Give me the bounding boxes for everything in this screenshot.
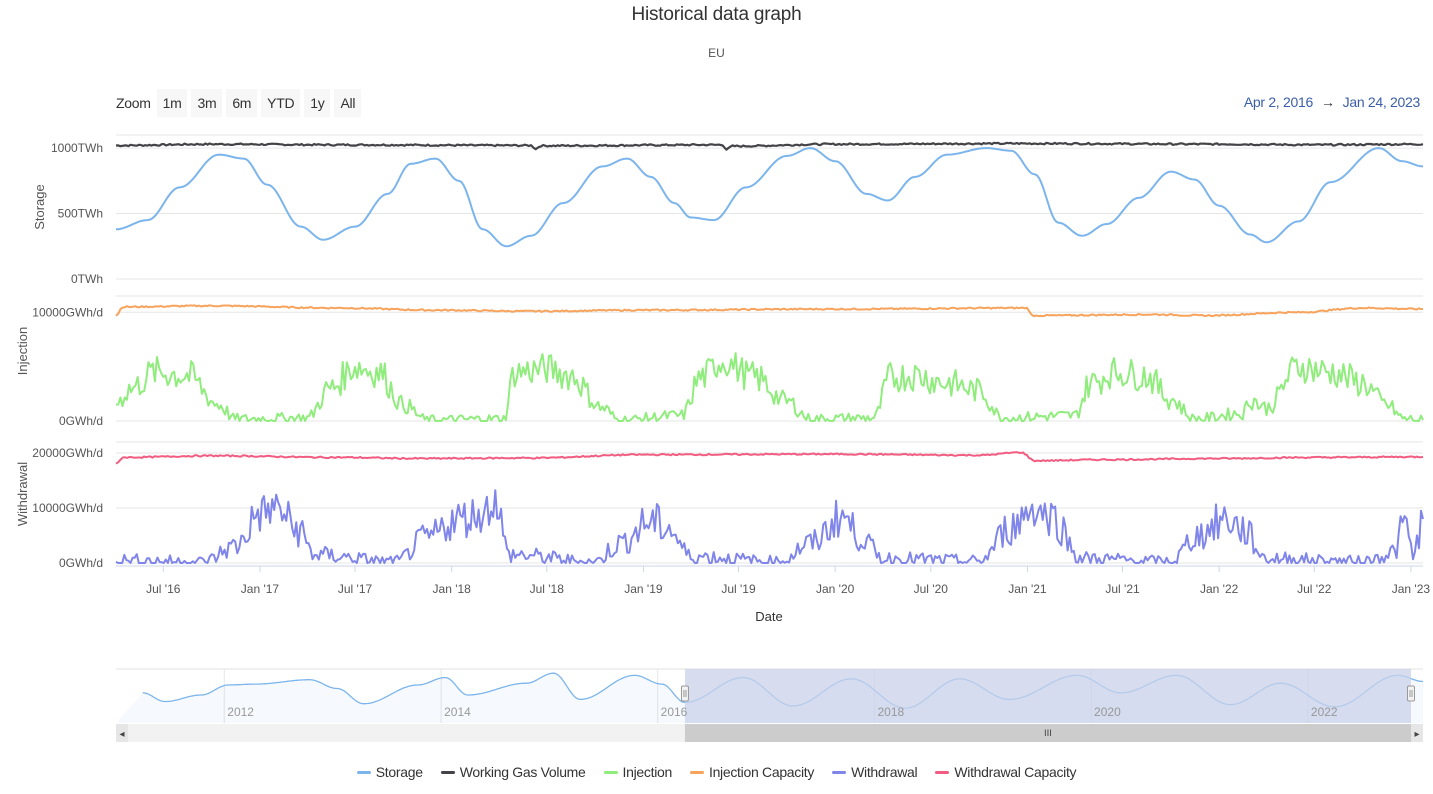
range-arrow: →: [1320, 94, 1335, 110]
series-line-withdrawal-capacity[interactable]: [115, 451, 1424, 465]
series-line-injection-capacity[interactable]: [115, 304, 1424, 318]
legend-label-withdrawal-capacity: Withdrawal Capacity: [954, 764, 1077, 780]
x-tick-label: Jul '22: [1297, 582, 1332, 596]
handle-grip[interactable]: [1407, 685, 1415, 702]
scrollbar-right-button[interactable]: [1411, 724, 1423, 742]
x-tick-label: Jul '19: [721, 582, 756, 596]
legend-item-working-gas-volume[interactable]: Working Gas Volume: [440, 764, 586, 780]
zoom-3m-button[interactable]: 3m: [191, 89, 223, 117]
legend-swatch-withdrawal-capacity: [935, 770, 950, 774]
x-axis: Jul '16 Jan '17 Jul '17 Jan '18 Jul '18 Jan '…: [116, 565, 1431, 624]
legend-item-storage[interactable]: Storage: [356, 764, 423, 780]
panel-storage: 1000TWh 500TWh 0TWh Storage: [32, 134, 1424, 286]
y-tick-label: 0TWh: [71, 272, 103, 286]
chart-subtitle: EU: [708, 46, 725, 60]
navigator-year-label: 2020: [1094, 705, 1121, 719]
legend-label-injection-capacity: Injection Capacity: [708, 764, 815, 780]
x-tick-label: Jul '18: [530, 582, 565, 596]
y-tick-label: 10000GWh/d: [32, 305, 103, 319]
y-tick-label: 20000GWh/d: [32, 446, 103, 460]
series-line-injection[interactable]: [115, 352, 1424, 422]
x-tick-label: Jul '20: [914, 582, 949, 596]
navigator-year-label: 2018: [878, 705, 905, 719]
zoom-label: Zoom: [116, 95, 151, 111]
x-tick-label: Jan '18: [433, 582, 472, 596]
zoom-6m-button[interactable]: 6m: [226, 89, 258, 117]
x-tick-label: Jul '16: [146, 582, 181, 596]
scrollbar-grip-icon: III: [1044, 729, 1052, 739]
y-tick-label: 1000TWh: [51, 141, 103, 155]
zoom-bar: Zoom 1m 3m 6m YTD 1y All: [116, 89, 362, 117]
legend-label-working-gas-volume: Working Gas Volume: [459, 764, 586, 780]
x-tick-label: Jul '21: [1105, 582, 1140, 596]
x-tick-label: Jan '22: [1200, 582, 1239, 596]
panel-injection: 10000GWh/d 0GWh/d Injection: [15, 295, 1424, 428]
legend-label-storage: Storage: [375, 764, 423, 780]
legend-swatch-working-gas-volume: [440, 770, 455, 774]
panel-withdrawal: 20000GWh/d 10000GWh/d 0GWh/d Withdrawal: [15, 441, 1424, 570]
zoom-ytd-button[interactable]: YTD: [261, 89, 301, 117]
x-tick-label: Jan '20: [816, 582, 855, 596]
legend-item-injection-capacity[interactable]: Injection Capacity: [689, 764, 815, 780]
handle-grip[interactable]: [680, 685, 689, 702]
legend-item-withdrawal[interactable]: Withdrawal: [832, 764, 918, 780]
legend-swatch-injection: [603, 770, 618, 774]
scrollbar-thumb[interactable]: [684, 724, 1411, 742]
legend-item-withdrawal-capacity[interactable]: Withdrawal Capacity: [935, 764, 1077, 780]
navigator-year-label: 2022: [1311, 705, 1338, 719]
zoom-all-button[interactable]: All: [334, 89, 362, 117]
legend-swatch-injection-capacity: [689, 770, 704, 774]
series-line-withdrawal[interactable]: [115, 489, 1424, 564]
x-tick-label: Jan '17: [241, 582, 280, 596]
chart-canvas: 1000TWh 500TWh 0TWh Storage 10000GWh/d 0GWh/d…: [15, 134, 1431, 742]
navigator-selection[interactable]: [684, 669, 1411, 723]
legend-swatch-withdrawal: [832, 770, 847, 774]
navigator-handle-left[interactable]: [680, 685, 689, 702]
navigator-year-label: 2012: [227, 705, 254, 719]
y-axis-title: Injection: [15, 327, 30, 375]
scroll-right-arrow-icon: ▸: [1414, 729, 1419, 740]
legend-label-withdrawal: Withdrawal: [851, 764, 918, 780]
scroll-left-arrow-icon: ◂: [119, 729, 124, 740]
navigator-year-label: 2014: [444, 705, 471, 719]
navigator-year-label: 2016: [661, 705, 688, 719]
date-range: Apr 2, 2016 → Jan 24, 2023: [1244, 94, 1420, 110]
x-tick-label: Jan '23: [1392, 582, 1431, 596]
navigator-handle-right[interactable]: [1407, 685, 1415, 702]
y-axis-title: Storage: [32, 184, 47, 230]
y-tick-label: 0GWh/d: [59, 556, 103, 570]
legend-swatch-storage: [356, 770, 371, 774]
legend: Storage Working Gas Volume Injection Inj…: [0, 764, 1433, 780]
series-line-working-gas-volume[interactable]: [115, 141, 1424, 151]
legend-item-injection[interactable]: Injection: [603, 764, 673, 780]
scrollbar[interactable]: ◂ ▸ III: [116, 724, 1423, 742]
zoom-1m-button[interactable]: 1m: [156, 89, 188, 117]
x-tick-label: Jan '21: [1008, 582, 1047, 596]
navigator[interactable]: [116, 668, 1424, 723]
y-tick-label: 500TWh: [58, 207, 103, 221]
scrollbar-left-button[interactable]: [116, 724, 128, 742]
y-axis-title: Withdrawal: [15, 462, 30, 526]
x-tick-label: Jan '19: [624, 582, 663, 596]
range-from-input[interactable]: Apr 2, 2016: [1243, 94, 1313, 110]
x-tick-label: Jul '17: [338, 582, 373, 596]
legend-label-injection: Injection: [622, 764, 673, 780]
range-to-input[interactable]: Jan 24, 2023: [1342, 94, 1421, 110]
y-tick-label: 0GWh/d: [59, 414, 103, 428]
chart-title: Historical data graph: [631, 4, 802, 25]
series-line-storage[interactable]: [115, 147, 1424, 248]
y-tick-label: 10000GWh/d: [32, 501, 103, 515]
zoom-1y-button[interactable]: 1y: [304, 89, 331, 117]
x-axis-title: Date: [755, 609, 782, 624]
